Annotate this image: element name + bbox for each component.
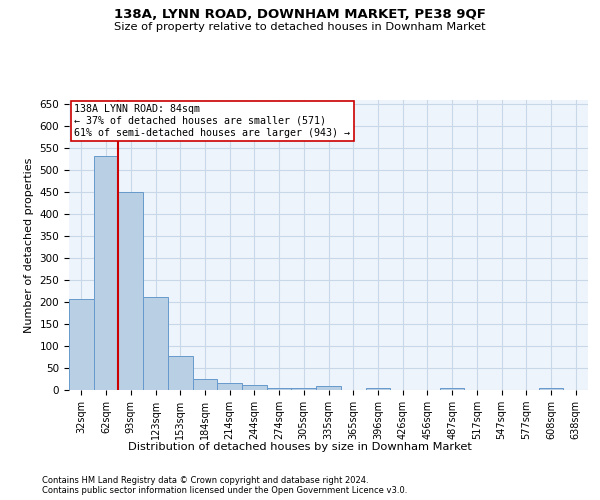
- Bar: [365, 388, 390, 390]
- Bar: [242, 384, 267, 390]
- Bar: [193, 378, 217, 390]
- Bar: [168, 356, 193, 390]
- Text: Contains public sector information licensed under the Open Government Licence v3: Contains public sector information licen…: [42, 486, 407, 495]
- Bar: [316, 386, 341, 390]
- Y-axis label: Number of detached properties: Number of detached properties: [24, 158, 34, 332]
- Bar: [94, 156, 118, 390]
- Text: 138A, LYNN ROAD, DOWNHAM MARKET, PE38 9QF: 138A, LYNN ROAD, DOWNHAM MARKET, PE38 9Q…: [114, 8, 486, 20]
- Bar: [118, 192, 143, 390]
- Bar: [292, 388, 316, 390]
- Bar: [217, 384, 242, 390]
- Bar: [143, 298, 168, 390]
- Bar: [539, 388, 563, 390]
- Bar: [69, 299, 94, 390]
- Text: Contains HM Land Registry data © Crown copyright and database right 2024.: Contains HM Land Registry data © Crown c…: [42, 476, 368, 485]
- Text: 138A LYNN ROAD: 84sqm
← 37% of detached houses are smaller (571)
61% of semi-det: 138A LYNN ROAD: 84sqm ← 37% of detached …: [74, 104, 350, 138]
- Bar: [440, 388, 464, 390]
- Text: Distribution of detached houses by size in Downham Market: Distribution of detached houses by size …: [128, 442, 472, 452]
- Text: Size of property relative to detached houses in Downham Market: Size of property relative to detached ho…: [114, 22, 486, 32]
- Bar: [267, 388, 292, 390]
